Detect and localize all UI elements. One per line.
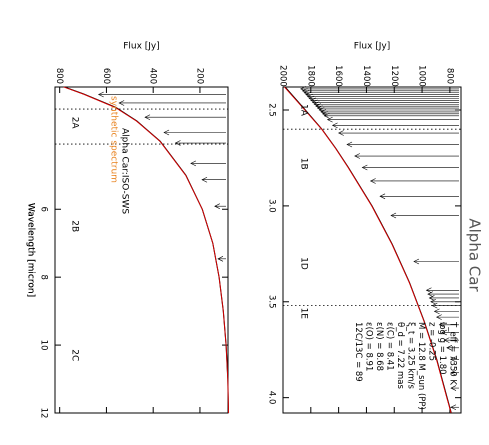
line-marker-arrowhead xyxy=(323,112,330,119)
line-marker-arrowhead xyxy=(190,160,197,167)
flux-tick-label: 1200 xyxy=(389,65,399,87)
flux-tick-label: 1000 xyxy=(417,65,427,87)
stellar-parameter: ε(O) = 8.91 xyxy=(364,322,374,371)
line-marker-arrowhead xyxy=(450,369,457,376)
flux-tick-label: 800 xyxy=(444,68,454,84)
wavelength-tick-label: 2.5 xyxy=(267,103,277,117)
wavelength-tick-label: 3.0 xyxy=(267,199,277,213)
line-marker-arrowhead xyxy=(450,404,457,411)
chart-title: Alpha Car xyxy=(466,218,484,292)
flux-tick-label: 800 xyxy=(54,68,64,84)
line-marker-arrowhead xyxy=(361,164,368,171)
observed-spectrum xyxy=(64,86,230,414)
stellar-parameter: ξ_t = 3.25 km/s xyxy=(406,322,416,390)
wavelength-tick-label: 10 xyxy=(39,340,49,351)
line-marker-arrowhead xyxy=(217,256,224,262)
line-marker-arrowhead xyxy=(450,385,457,391)
line-marker-arrowhead xyxy=(390,212,397,219)
line-marker-arrowhead xyxy=(433,308,440,315)
line-marker-arrowhead xyxy=(438,322,445,328)
stellar-parameter: M = 12.8 M_sun (PP) xyxy=(416,322,426,410)
band-label: 1B xyxy=(298,158,308,170)
line-marker-arrowhead xyxy=(379,193,386,200)
flux-tick-label: 400 xyxy=(148,68,158,84)
line-marker-arrowhead xyxy=(163,129,170,136)
wavelength-tick-label: 6 xyxy=(39,207,49,212)
line-marker-arrowhead xyxy=(427,291,434,297)
synthetic-spectrum-line xyxy=(63,86,229,414)
line-marker-arrowhead xyxy=(430,299,436,305)
line-marker-arrowhead xyxy=(449,356,456,363)
stellar-parameter: θ_d = 7.22 mas xyxy=(395,322,405,389)
band-label: 2A xyxy=(69,117,79,130)
band-label: 1A xyxy=(298,104,308,117)
wavelength-tick-label: 3.5 xyxy=(267,295,277,309)
line-marker-arrowhead xyxy=(331,122,338,129)
band-label: 2C xyxy=(69,349,79,361)
line-marker-arrowhead xyxy=(446,345,453,351)
flux-tick-label: 600 xyxy=(101,68,111,84)
stellar-parameter: log g = 1.80 xyxy=(437,322,447,375)
line-marker-arrowhead xyxy=(338,130,344,136)
line-marker-arrowhead xyxy=(413,258,420,265)
line-marker-arrowhead xyxy=(326,116,333,123)
band-label: 2B xyxy=(69,220,79,232)
line-marker-arrowhead xyxy=(441,329,448,336)
line-marker-arrowhead xyxy=(118,100,125,106)
stellar-parameter: ε(C) = 8.41 xyxy=(385,322,395,371)
stellar-parameter: 12C/13C = 89 xyxy=(353,322,363,382)
plot-frame xyxy=(282,86,462,414)
flux-tick-label: 1400 xyxy=(361,65,371,87)
stellar-parameter: ε(N) = 8.68 xyxy=(374,322,384,371)
plot-frame xyxy=(54,86,229,414)
line-marker-arrowhead xyxy=(431,302,438,309)
wavelength-axis-label: Wavelength [micron] xyxy=(26,203,36,297)
flux-tick-label: 200 xyxy=(194,68,204,84)
line-marker-arrowhead xyxy=(425,287,432,294)
band-label: 1D xyxy=(298,257,308,270)
left-chart: 200 400 600 800 6 8 10 12 Flux [Jy] Wavelength [m… xyxy=(26,42,230,419)
synthetic-spectrum-line xyxy=(284,86,452,414)
right-chart: 800 1000 1200 1400 1600 1800 2000 2.5 3.0 3.5 4.0 F… xyxy=(26,42,484,414)
line-marker-arrowhead xyxy=(214,203,220,209)
flux-tick-label: 1800 xyxy=(305,65,315,87)
line-marker-arrowhead xyxy=(98,91,104,98)
line-marker-arrowhead xyxy=(174,140,181,146)
line-marker-arrowhead xyxy=(369,178,376,184)
line-marker-arrowhead xyxy=(144,114,151,120)
flux-tick-label: 1600 xyxy=(333,65,343,87)
annotation-synthetic: synthetic spectrum xyxy=(109,96,119,183)
line-marker-arrowhead xyxy=(443,337,450,343)
line-marker-arrowhead xyxy=(346,141,353,148)
line-marker-arrowhead xyxy=(436,314,442,320)
wavelength-axis-label: Wavelength [micron] xyxy=(26,203,36,297)
line-marker-arrowhead xyxy=(428,295,435,301)
line-marker-arrowhead xyxy=(201,176,208,183)
flux-tick-label: 2000 xyxy=(278,65,288,87)
wavelength-tick-label: 4.0 xyxy=(267,391,277,405)
stellar-parameter: T_eff = 7350 K xyxy=(448,321,458,385)
band-label: 1E xyxy=(298,308,308,320)
wavelength-tick-label: 12 xyxy=(39,408,49,419)
line-marker-arrowhead xyxy=(354,153,360,159)
annotation-observation: Alpha Car:ISO-SWS xyxy=(120,128,130,214)
stellar-parameter: z = -0.25 xyxy=(427,322,437,361)
flux-axis-label: Flux [Jy] xyxy=(123,42,160,52)
wavelength-tick-label: 8 xyxy=(39,274,49,279)
flux-axis-label: Flux [Jy] xyxy=(354,42,391,52)
